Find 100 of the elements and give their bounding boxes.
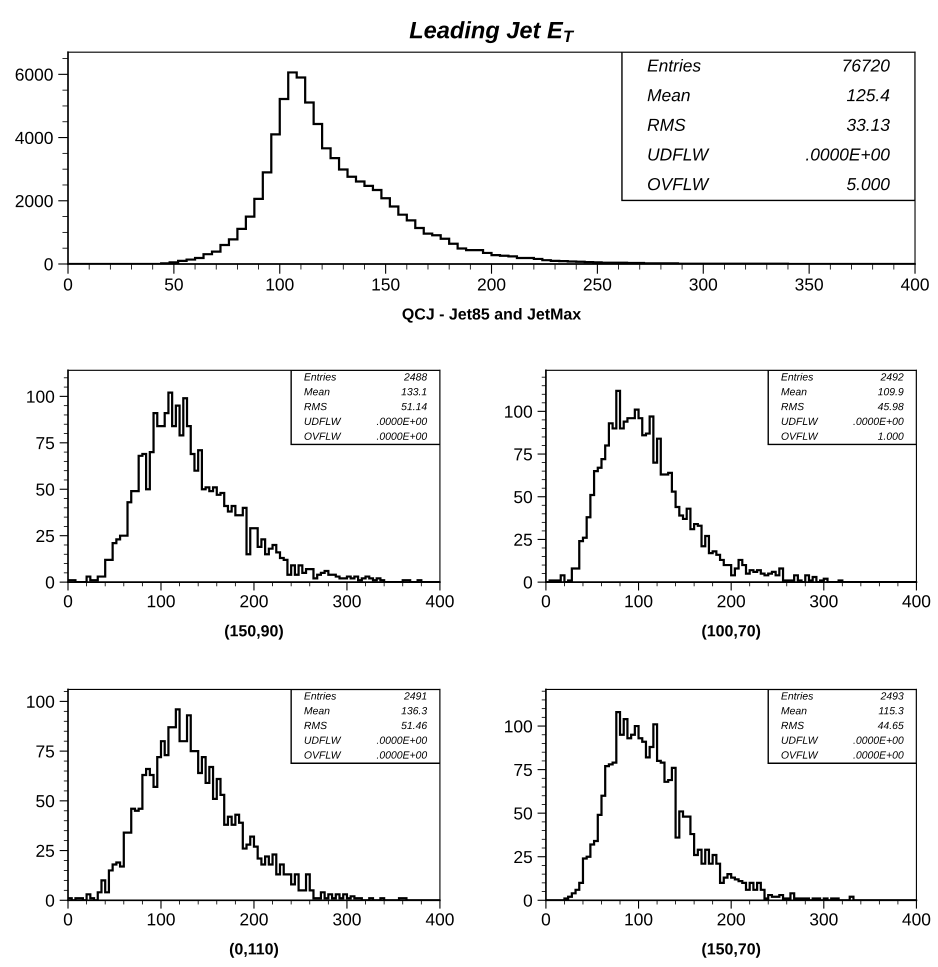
annotation: 44.65	[878, 722, 904, 730]
x-tick-label: 200	[718, 595, 745, 608]
y-tick-label: 6000	[16, 68, 53, 81]
annotation: RMS	[304, 402, 327, 410]
annotation: Mean	[304, 707, 330, 714]
x-tick-label: 0	[542, 913, 550, 926]
annotation: 33.13	[846, 118, 890, 131]
y-tick-label: 100	[27, 696, 54, 708]
x-tick-label: 300	[689, 278, 718, 291]
annotation: Entries	[781, 692, 814, 700]
y-tick-label: 4000	[15, 132, 53, 144]
x-axis-title: QCJ - Jet85 and JetMax	[402, 308, 582, 323]
annotation: Entries	[304, 692, 336, 700]
annotation: RMS	[781, 722, 804, 730]
x-tick-label: 0	[542, 595, 550, 608]
annotation: OVFLW	[304, 432, 342, 440]
annotation: UDFLW	[304, 736, 342, 744]
annotation: Mean	[304, 388, 330, 396]
y-tick-label: 0	[524, 576, 532, 589]
y-tick-label: 25	[36, 530, 54, 542]
annotation: 1.000	[878, 432, 904, 440]
annotation: RMS	[781, 402, 804, 410]
annotation: .0000E+00	[806, 148, 890, 161]
chart-title: Leading Jet E$_{T}$	[410, 21, 574, 44]
y-tick-label: 25	[514, 850, 532, 864]
y-tick-label: 25	[514, 534, 532, 546]
annotation: 51.14	[401, 402, 427, 410]
annotation: 2491	[404, 692, 426, 700]
x-tick-label: 0	[64, 913, 72, 926]
annotation: OVFLW	[304, 751, 342, 759]
annotation: Mean	[781, 388, 807, 396]
annotation: OVFLW	[781, 751, 818, 759]
annotation: OVFLW	[648, 178, 710, 190]
x-tick-label: 150	[372, 278, 400, 291]
y-tick-label: 0	[46, 894, 54, 907]
x-tick-label: 100	[625, 913, 652, 926]
annotation: 2492	[880, 373, 904, 381]
x-tick-label: 400	[426, 913, 454, 926]
annotation: 5.000	[846, 178, 890, 190]
x-tick-label: 200	[478, 278, 506, 291]
y-tick-label: 75	[36, 745, 54, 758]
annotation: OVFLW	[781, 432, 818, 440]
x-tick-label: 400	[900, 278, 929, 291]
y-tick-label: 50	[514, 807, 532, 820]
y-tick-label: 0	[46, 576, 54, 589]
annotation: 51.46	[401, 722, 428, 730]
x-tick-label: 300	[810, 913, 838, 926]
y-tick-label: 0	[524, 894, 532, 907]
y-tick-label: 25	[36, 844, 54, 858]
x-axis-title: (150,70)	[702, 942, 760, 958]
x-tick-label: 100	[266, 278, 294, 291]
x-tick-label: 300	[333, 595, 361, 608]
y-tick-label: 2000	[16, 194, 53, 208]
x-tick-label: 300	[810, 595, 838, 608]
y-tick-label: 50	[36, 795, 54, 808]
x-tick-label: 200	[240, 595, 268, 608]
y-tick-label: 0	[44, 258, 53, 270]
x-axis-title: (150,90)	[225, 624, 283, 640]
x-axis-title: (0,110)	[230, 942, 278, 958]
annotation: .0000E+00	[853, 418, 904, 426]
y-tick-label: 75	[514, 764, 532, 776]
x-tick-label: 0	[64, 595, 72, 608]
annotation: .0000E+00	[376, 751, 428, 759]
y-tick-label: 50	[36, 483, 54, 496]
annotation: 115.3	[878, 707, 904, 714]
annotation: 45.98	[878, 402, 904, 410]
x-tick-label: 100	[148, 913, 175, 926]
x-tick-label: 300	[333, 913, 361, 926]
x-tick-label: 200	[240, 913, 268, 926]
annotation: 133.1	[401, 388, 426, 396]
y-tick-label: 75	[36, 437, 54, 450]
annotation: Mean	[781, 707, 807, 714]
x-tick-label: 100	[625, 595, 652, 608]
x-tick-label: 50	[164, 278, 183, 291]
annotation: Entries	[304, 372, 336, 381]
x-tick-label: 200	[718, 913, 745, 926]
annotation: 76720	[843, 59, 890, 72]
annotation: 125.4	[846, 89, 890, 102]
x-tick-label: 250	[584, 278, 612, 291]
x-tick-label: 400	[902, 595, 930, 608]
annotation: UDFLW	[648, 148, 710, 161]
y-tick-label: 75	[514, 448, 532, 461]
annotation: Entries	[648, 58, 701, 72]
x-tick-label: 400	[902, 913, 930, 926]
x-tick-label: 400	[426, 595, 454, 608]
x-tick-label: 100	[148, 595, 175, 608]
y-tick-label: 50	[514, 490, 532, 504]
x-tick-label: 0	[64, 278, 72, 291]
annotation: 109.9	[878, 388, 904, 396]
y-tick-label: 100	[505, 406, 532, 418]
annotation: .0000E+00	[376, 418, 428, 426]
x-axis-title: (100,70)	[702, 624, 760, 640]
annotation: Mean	[648, 89, 690, 102]
annotation: .0000E+00	[853, 736, 904, 744]
annotation: Entries	[781, 372, 814, 381]
annotation: .0000E+00	[376, 432, 428, 440]
annotation: 2493	[880, 692, 904, 700]
annotation: 2488	[404, 373, 428, 381]
x-tick-label: 350	[795, 278, 823, 291]
annotation: RMS	[648, 118, 686, 131]
